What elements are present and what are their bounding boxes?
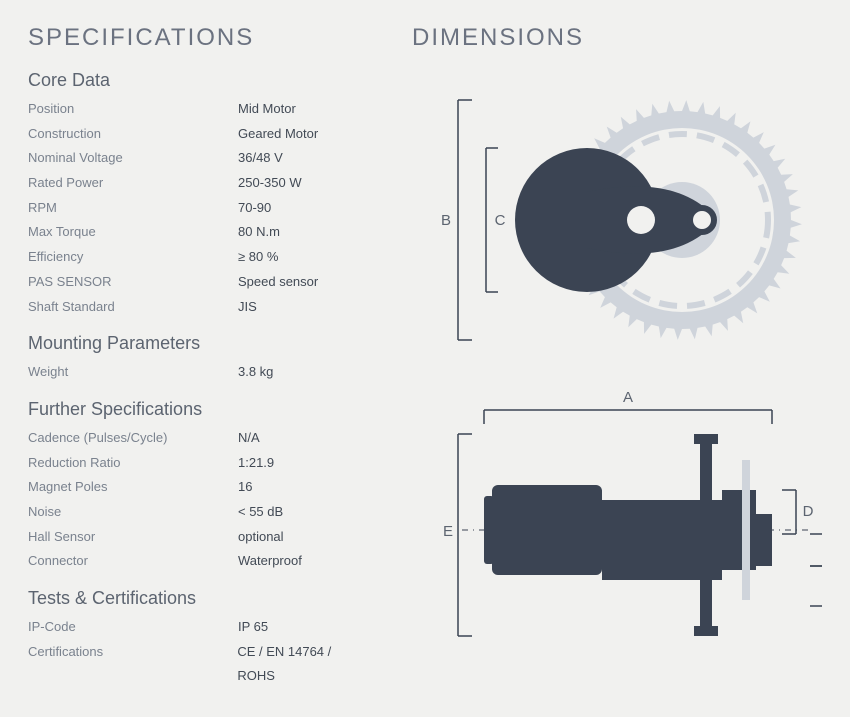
tests-value: IP 65 (238, 615, 268, 640)
svg-text:C: C (495, 212, 506, 229)
core-label: Position (28, 97, 238, 122)
svg-text:A: A (623, 389, 633, 406)
core-label: Efficiency (28, 245, 238, 270)
core-row: Nominal Voltage36/48 V (28, 146, 372, 171)
further-value: N/A (238, 426, 260, 451)
core-value: 80 N.m (238, 220, 280, 245)
core-label: Construction (28, 122, 238, 147)
core-row: Max Torque80 N.m (28, 220, 372, 245)
tests-row: CertificationsCE / EN 14764 / ROHS (28, 640, 372, 689)
further-label: Connector (28, 549, 238, 574)
core-value: 250-350 W (238, 171, 302, 196)
further-row: Magnet Poles16 (28, 475, 372, 500)
further-label: Reduction Ratio (28, 451, 238, 476)
further-row: Hall Sensoroptional (28, 525, 372, 550)
tests-heading: Tests & Certifications (28, 588, 372, 609)
mounting-label: Weight (28, 360, 238, 385)
further-row: ConnectorWaterproof (28, 549, 372, 574)
core-value: 70-90 (238, 196, 271, 221)
dimensions-column: DIMENSIONS BCAEDFG (412, 24, 822, 689)
core-row: PAS SENSORSpeed sensor (28, 270, 372, 295)
core-label: Rated Power (28, 171, 238, 196)
further-row: Cadence (Pulses/Cycle)N/A (28, 426, 372, 451)
core-value: ≥ 80 % (238, 245, 278, 270)
core-value: Mid Motor (238, 97, 296, 122)
tests-row: IP-CodeIP 65 (28, 615, 372, 640)
further-label: Cadence (Pulses/Cycle) (28, 426, 238, 451)
mounting-heading: Mounting Parameters (28, 333, 372, 354)
core-label: Nominal Voltage (28, 146, 238, 171)
further-value: Waterproof (238, 549, 302, 574)
dimensions-heading: DIMENSIONS (412, 24, 822, 52)
core-label: Shaft Standard (28, 295, 238, 320)
core-value: JIS (238, 295, 257, 320)
tests-value: CE / EN 14764 / ROHS (237, 640, 372, 689)
core-value: Speed sensor (238, 270, 318, 295)
core-label: PAS SENSOR (28, 270, 238, 295)
further-value: 1:21.9 (238, 451, 274, 476)
core-data-heading: Core Data (28, 70, 372, 91)
core-row: Efficiency≥ 80 % (28, 245, 372, 270)
core-row: RPM70-90 (28, 196, 372, 221)
svg-text:B: B (441, 212, 451, 229)
further-label: Noise (28, 500, 238, 525)
core-row: PositionMid Motor (28, 97, 372, 122)
further-value: 16 (238, 475, 252, 500)
further-value: optional (238, 525, 284, 550)
further-row: Reduction Ratio1:21.9 (28, 451, 372, 476)
core-row: Rated Power250-350 W (28, 171, 372, 196)
specifications-column: SPECIFICATIONS Core Data PositionMid Mot… (28, 24, 372, 689)
specifications-heading: SPECIFICATIONS (28, 24, 372, 52)
dimensions-diagram: BCAEDFG (412, 70, 822, 670)
tests-label: Certifications (28, 640, 237, 689)
svg-text:E: E (443, 523, 453, 540)
further-label: Magnet Poles (28, 475, 238, 500)
core-value: 36/48 V (238, 146, 283, 171)
core-row: ConstructionGeared Motor (28, 122, 372, 147)
core-label: RPM (28, 196, 238, 221)
core-row: Shaft StandardJIS (28, 295, 372, 320)
svg-text:D: D (803, 503, 814, 520)
tests-label: IP-Code (28, 615, 238, 640)
core-label: Max Torque (28, 220, 238, 245)
further-heading: Further Specifications (28, 399, 372, 420)
further-value: < 55 dB (238, 500, 283, 525)
core-value: Geared Motor (238, 122, 318, 147)
mounting-row: Weight3.8 kg (28, 360, 372, 385)
further-label: Hall Sensor (28, 525, 238, 550)
further-row: Noise< 55 dB (28, 500, 372, 525)
mounting-value: 3.8 kg (238, 360, 273, 385)
